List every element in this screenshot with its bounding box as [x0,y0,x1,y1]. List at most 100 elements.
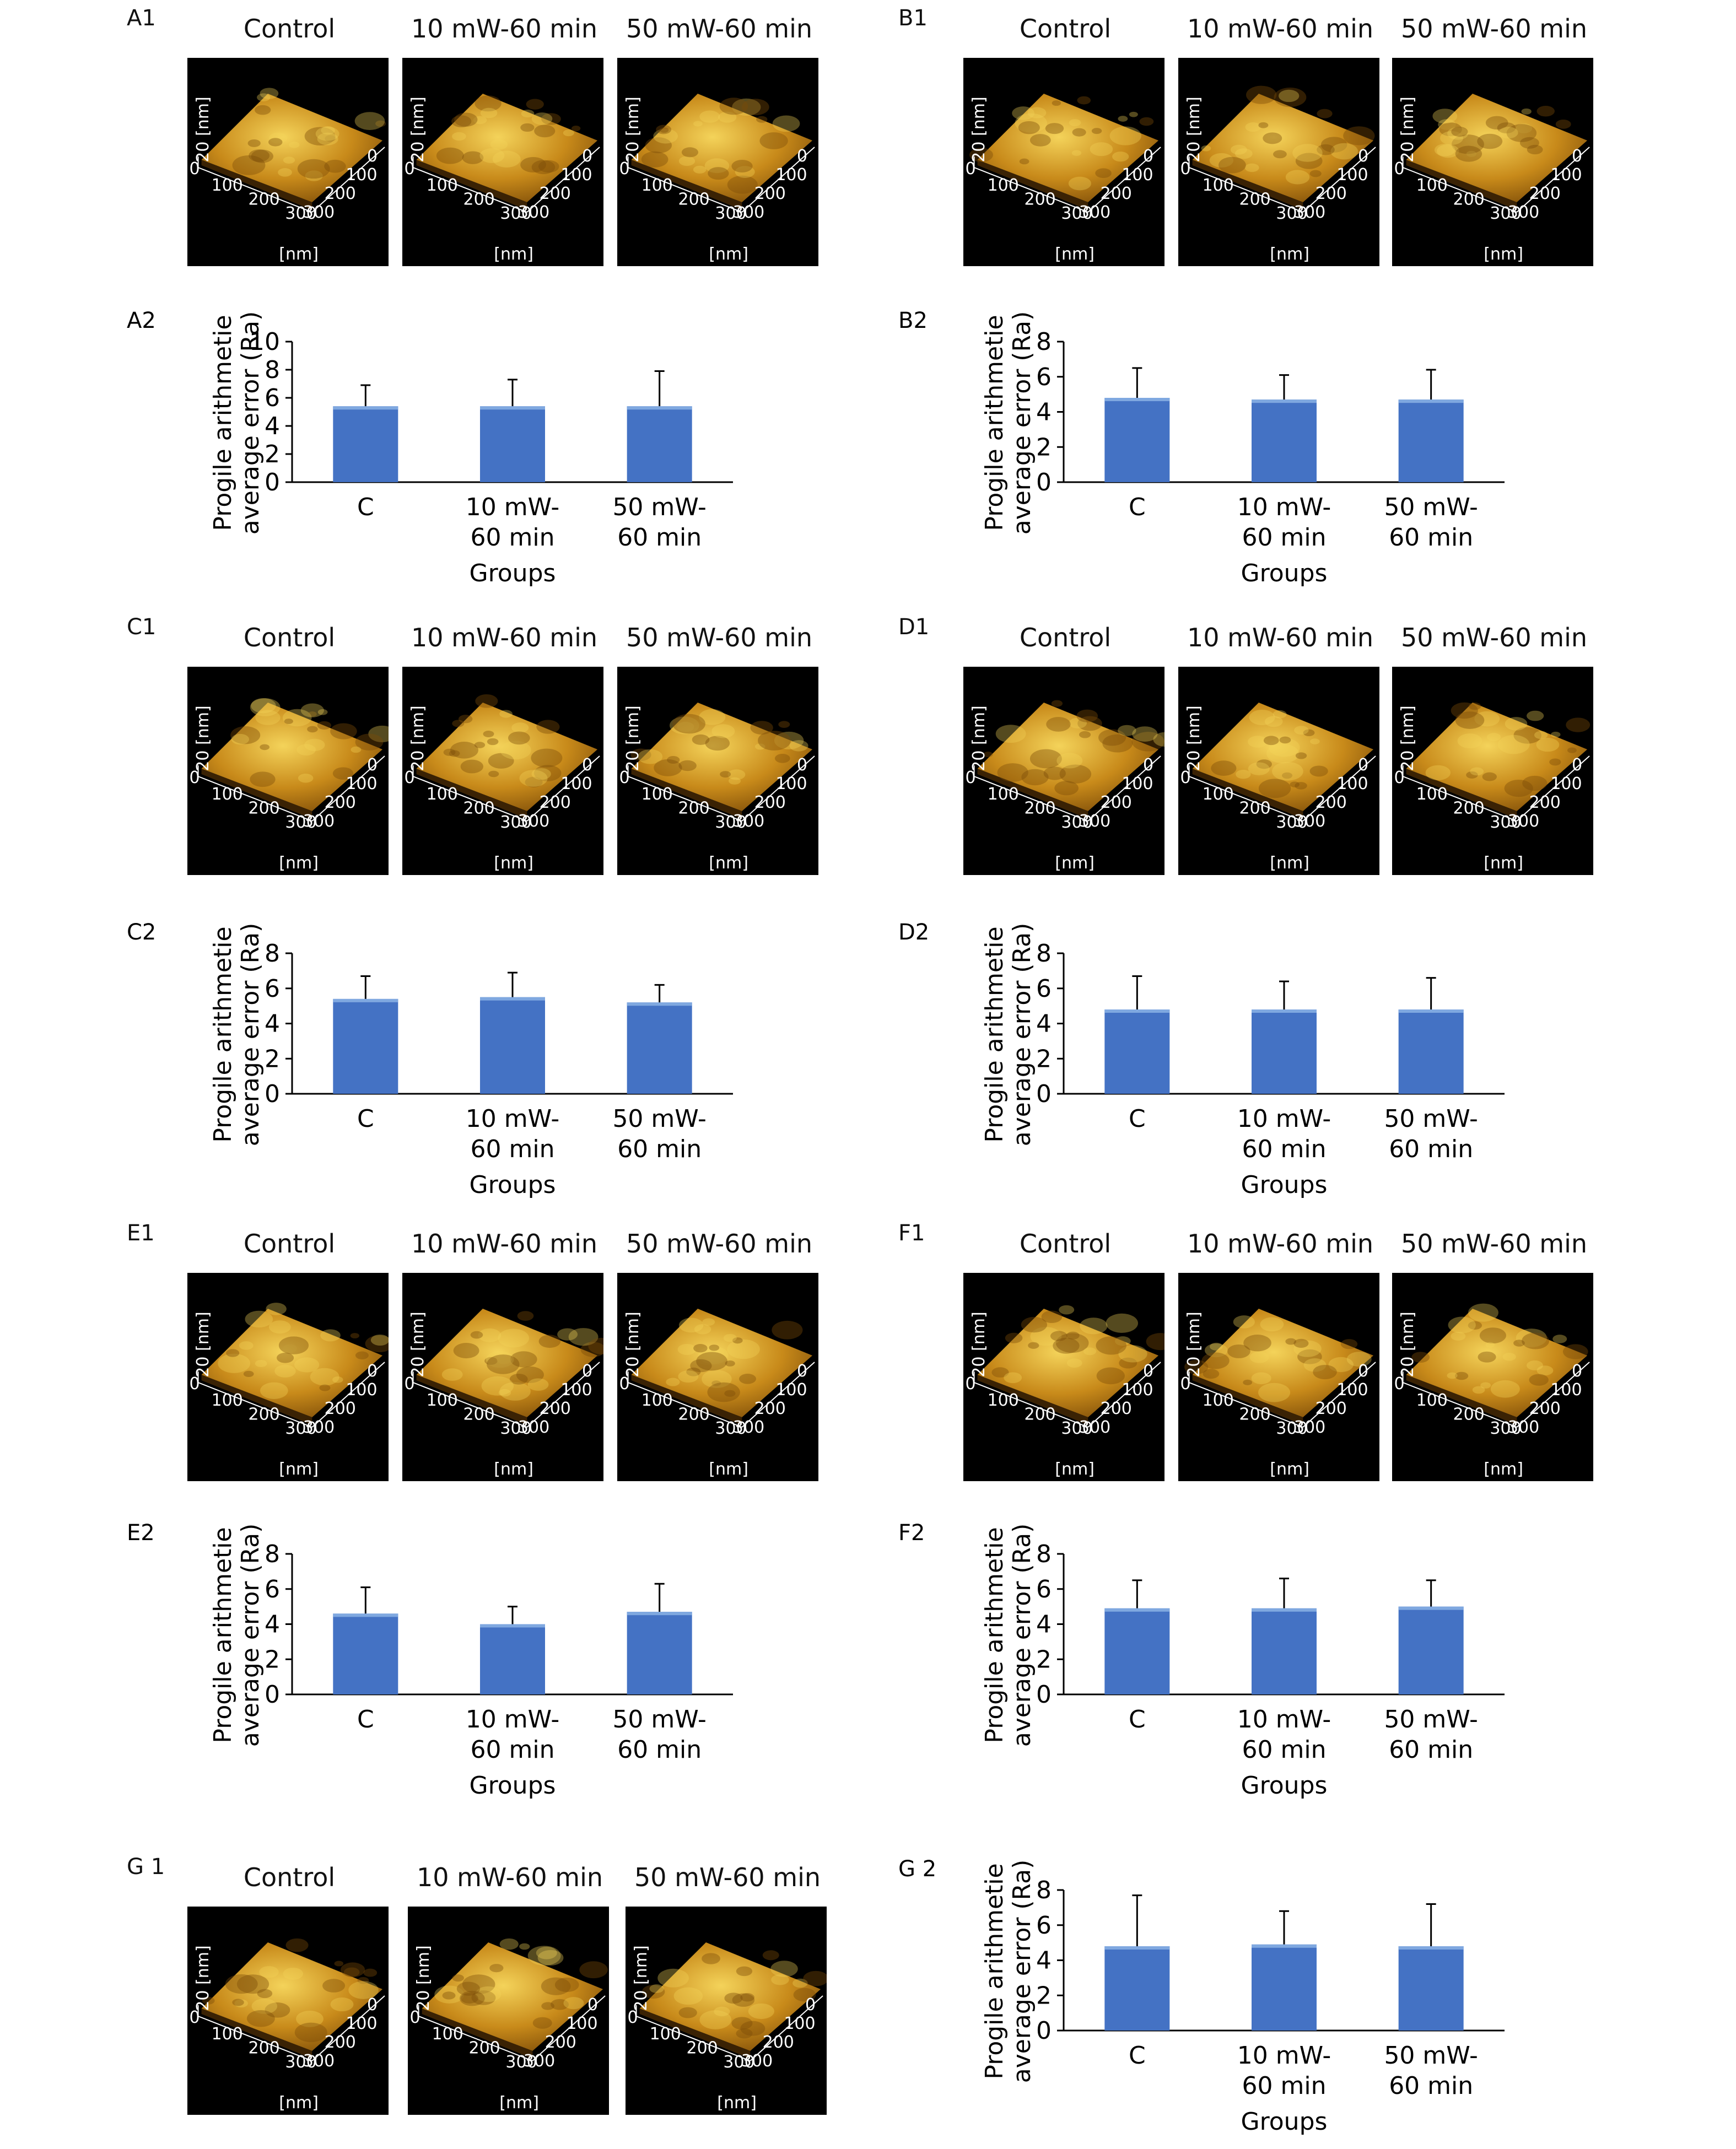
panel-label: D2 [898,920,929,945]
afm-x-tick: 300 [1490,1419,1521,1438]
afm-surface-feature [1454,1372,1469,1380]
bar-chart-e2: E2 Progile arithmetieaverage error (Ra) 0 2… [127,1520,733,1800]
afm-surface-feature [1260,1317,1284,1332]
afm-surface-feature [251,149,274,163]
afm-surface-feature [1310,738,1320,744]
afm-surface-feature [1246,85,1277,104]
afm-surface-feature [557,1328,578,1341]
y-axis-label: Progile arithmetieaverage error (Ra) [209,923,265,1147]
afm-y-tick: 300 [1079,1418,1110,1437]
y-tick-label: 0 [265,468,280,496]
afm-x-tick: 200 [249,799,280,818]
afm-surface-feature [1482,772,1497,781]
afm-surface-feature [321,126,335,135]
afm-surface-feature [732,1993,755,2007]
afm-x-tick: 300 [285,2053,316,2072]
afm-surface-feature [531,160,556,175]
afm-surface-feature [490,139,508,150]
bar-highlight [333,1613,398,1617]
bar-highlight [480,997,545,1001]
afm-surface-feature [718,111,737,123]
afm-surface-feature [1096,1336,1126,1355]
afm-y-tick: 100 [1336,165,1368,185]
afm-surface-feature [1263,132,1282,144]
bar-highlight [1398,1009,1464,1013]
y-tick-label: 8 [1036,1540,1052,1568]
afm-axes [1402,147,1590,213]
afm-surface-feature [340,1962,365,1978]
afm-y-tick: 200 [1316,793,1347,812]
bar [627,1612,692,1694]
afm-surface-feature [653,128,678,144]
afm-surface-feature [452,132,466,141]
afm-surface-feature [519,770,548,787]
afm-surface-feature [641,1985,665,1999]
x-category-label: 60 min [617,523,702,552]
afm-axes [412,1362,600,1428]
bar-highlight [1104,1946,1170,1950]
y-tick-label: 8 [1036,328,1052,356]
afm-surface-side [416,160,527,210]
y-tick-label: 2 [1036,1045,1052,1073]
afm-axes [197,1995,385,2061]
afm-surface-feature [451,115,472,128]
afm-surface-feature [488,770,499,777]
afm-y-tick: 300 [1508,203,1539,222]
afm-y-tick: 0 [805,1995,816,2015]
y-tick-label: 2 [1036,1645,1052,1673]
afm-title: Control [1019,623,1112,652]
afm-surface-feature [305,170,323,181]
afm-surface-feature [1021,769,1049,786]
afm-x-tick: 300 [715,204,746,223]
x-category-label: C [1129,493,1146,521]
afm-y-tick: 0 [1358,147,1368,166]
bar-highlight [1252,1608,1317,1612]
afm-y-tick: 100 [1550,774,1582,793]
afm-surface-feature [1131,732,1164,752]
afm-surface-feature [441,1368,463,1381]
afm-surface-feature [711,724,735,738]
y-axis-label-line: Progile arithmetie [980,315,1009,531]
afm-surface-feature [991,1367,1009,1378]
afm-surface-feature [260,88,279,99]
panel-label-f1: F1 [898,1221,925,1246]
afm-surface-side [1406,769,1517,819]
afm-surface-feature [1263,736,1279,746]
afm-surface-feature [1309,170,1322,177]
afm-surface-feature [739,1374,757,1384]
afm-y-tick: 100 [560,165,592,185]
bar [1104,1946,1170,2031]
afm-axes [1402,755,1590,822]
afm-unit-label: [nm] [1270,854,1309,873]
afm-x-tick: 300 [500,813,531,832]
afm-surface-feature [736,1966,753,1977]
afm-surface-feature [1330,143,1358,160]
afm-z-axis-label: 20 [nm] [408,705,428,771]
afm-surface-side [631,160,742,210]
afm-x-tick: 300 [1061,1419,1092,1438]
afm-surface-feature [526,99,544,110]
afm-surface-feature [1451,126,1468,137]
afm-y-tick: 200 [540,1399,571,1418]
afm-surface-feature [1567,747,1577,753]
x-category-label: 60 min [1389,1736,1473,1764]
afm-y-tick: 0 [587,1995,598,2015]
afm-x-tick: 300 [505,2053,537,2072]
y-axis-label-line: Progile arithmetie [209,1527,237,1743]
afm-x-tick: 100 [427,1391,458,1410]
afm-surface-feature [727,1339,760,1359]
y-tick-label: 4 [1036,1947,1052,1975]
afm-surface-feature [678,1370,699,1383]
afm-surface-feature [1059,764,1092,784]
afm-surface-feature [704,158,730,174]
bar [333,998,398,1094]
afm-surface-feature [269,132,288,144]
afm-surface-feature [693,1344,708,1353]
afm-surface-feature [995,725,1026,743]
afm-surface-feature [202,1996,215,2005]
afm-y-tick: 0 [797,755,807,775]
afm-surface-feature [723,1333,737,1342]
afm-x-tick: 300 [1490,813,1521,832]
afm-surface-side [631,769,742,819]
